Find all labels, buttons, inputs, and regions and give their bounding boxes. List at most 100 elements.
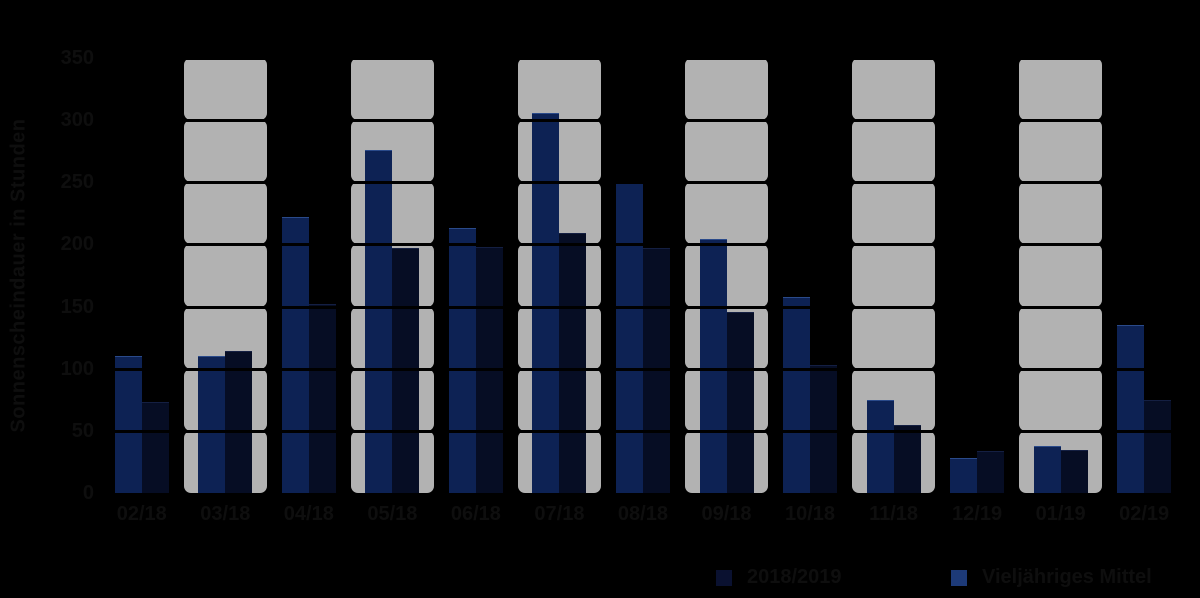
bar-current bbox=[726, 311, 754, 493]
gridline bbox=[100, 243, 1186, 247]
bar-mean bbox=[615, 182, 643, 493]
bar-mean bbox=[950, 458, 978, 493]
bar-current bbox=[559, 233, 587, 493]
band-segment bbox=[851, 244, 936, 307]
y-tick-label: 200 bbox=[60, 233, 94, 256]
band-segment bbox=[851, 58, 936, 121]
gridline bbox=[100, 305, 1186, 309]
x-category-label: 08/18 bbox=[617, 503, 668, 525]
bar-group bbox=[351, 58, 435, 493]
plot-area bbox=[100, 57, 1186, 495]
bar-mean bbox=[866, 399, 894, 493]
band-segment bbox=[183, 120, 268, 183]
bar-mean bbox=[114, 356, 142, 493]
x-category-label: 04/18 bbox=[283, 503, 334, 525]
bar-mean bbox=[783, 296, 811, 493]
x-category-label: 02/18 bbox=[116, 503, 167, 525]
band-segment bbox=[350, 58, 435, 121]
band-segment bbox=[684, 182, 769, 245]
x-category-label: 11/18 bbox=[869, 503, 919, 525]
bar-mean bbox=[1033, 445, 1061, 493]
month-highlight-band bbox=[1018, 58, 1103, 493]
legend-swatch bbox=[951, 569, 967, 586]
bar-group bbox=[1019, 58, 1103, 493]
bar-mean bbox=[198, 356, 226, 493]
x-category-label: 02/19 bbox=[1119, 503, 1170, 525]
band-segment bbox=[183, 244, 268, 307]
legend-swatch bbox=[716, 569, 732, 586]
band-segment bbox=[1018, 182, 1103, 245]
gridline bbox=[100, 429, 1186, 433]
band-segment bbox=[1018, 244, 1103, 307]
bar-group bbox=[935, 58, 1019, 493]
x-category-label: 09/18 bbox=[701, 503, 752, 525]
band-segment bbox=[350, 120, 435, 183]
bar-current bbox=[225, 351, 253, 493]
bar-current bbox=[977, 450, 1005, 493]
bar-mean bbox=[532, 112, 560, 493]
bar-group bbox=[184, 58, 268, 493]
band-segment bbox=[851, 120, 936, 183]
y-tick-label: 350 bbox=[60, 47, 94, 69]
y-axis-tick-labels: 0 50 100 150 200 250 300 350 bbox=[0, 48, 96, 503]
bar-mean bbox=[1117, 325, 1145, 493]
y-tick-label: 250 bbox=[60, 171, 94, 194]
bar-current bbox=[1060, 449, 1088, 493]
y-tick-label: 150 bbox=[60, 295, 94, 318]
band-segment bbox=[183, 58, 268, 121]
bar-group bbox=[768, 58, 852, 493]
band-segment bbox=[851, 368, 936, 431]
band-segment bbox=[517, 58, 602, 121]
band-segment bbox=[684, 244, 769, 307]
bar-group bbox=[434, 58, 518, 493]
bar-group bbox=[100, 58, 184, 493]
legend-label: 2018/2019 bbox=[747, 566, 842, 588]
bar-mean bbox=[281, 217, 309, 493]
x-axis-line bbox=[100, 493, 1186, 495]
gridline bbox=[100, 181, 1186, 185]
band-segment bbox=[1018, 306, 1103, 369]
bar-group bbox=[852, 58, 936, 493]
x-category-label: 03/18 bbox=[200, 503, 251, 525]
x-category-label: 12/19 bbox=[952, 503, 1003, 525]
bar-group bbox=[518, 58, 602, 493]
band-segment bbox=[183, 182, 268, 245]
band-segment bbox=[851, 182, 936, 245]
bar-current bbox=[308, 304, 336, 493]
gridline bbox=[100, 119, 1186, 123]
legend-label: Vieljähriges Mittel bbox=[982, 566, 1152, 588]
band-segment bbox=[1018, 120, 1103, 183]
x-category-label: 05/18 bbox=[367, 503, 418, 525]
bar-group bbox=[1102, 58, 1186, 493]
y-tick-label: 50 bbox=[71, 419, 94, 442]
gridline bbox=[100, 57, 1186, 60]
x-category-label: 10/18 bbox=[784, 503, 836, 525]
bar-mean bbox=[448, 228, 476, 493]
bar-group bbox=[601, 58, 685, 493]
x-category-label: 07/18 bbox=[534, 503, 585, 525]
legend-item: Vieljähriges Mittel bbox=[951, 566, 1152, 589]
band-segment bbox=[350, 182, 435, 245]
bar-current bbox=[810, 365, 838, 493]
x-category-label: 06/18 bbox=[450, 503, 501, 525]
band-segment bbox=[1018, 368, 1103, 431]
y-tick-label: 0 bbox=[82, 482, 94, 504]
bar-mean bbox=[699, 239, 727, 493]
legend-item: 2018/2019 bbox=[716, 566, 842, 589]
y-tick-label: 100 bbox=[60, 357, 94, 380]
bar-mean bbox=[365, 149, 393, 493]
x-category-label: 01/19 bbox=[1035, 503, 1086, 525]
gridline bbox=[100, 367, 1186, 371]
bar-group bbox=[685, 58, 769, 493]
bar-group bbox=[267, 58, 351, 493]
band-segment bbox=[684, 58, 769, 121]
x-axis-labels: 02/18 03/18 04/18 05/18 06/18 07/18 08/18 09/18… bbox=[100, 503, 1186, 526]
bar-current bbox=[893, 424, 921, 493]
band-segment bbox=[851, 306, 936, 369]
month-highlight-band bbox=[851, 58, 936, 493]
bar-current bbox=[1144, 399, 1172, 493]
band-segment bbox=[684, 120, 769, 183]
bar-current bbox=[141, 402, 169, 493]
y-tick-label: 300 bbox=[60, 109, 94, 132]
